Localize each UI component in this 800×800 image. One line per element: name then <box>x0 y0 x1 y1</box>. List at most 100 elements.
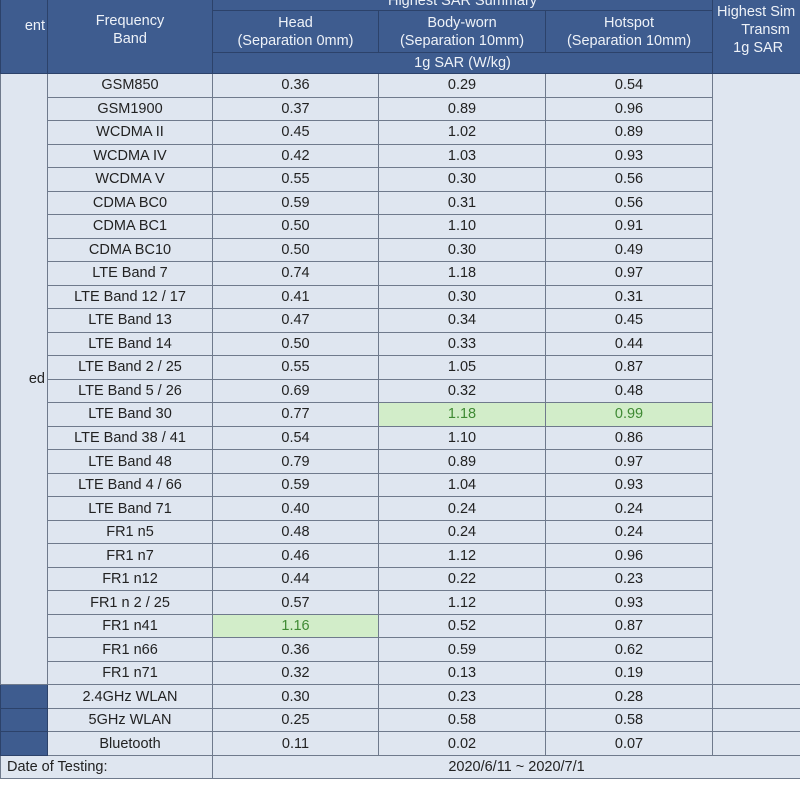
band-cell: LTE Band 14 <box>47 331 213 357</box>
band-header: Frequency Band <box>47 0 213 74</box>
equipment-header: ent <box>0 0 48 74</box>
band-cell: LTE Band 71 <box>47 496 213 521</box>
table-row: LTE Band 4 / 66 0.59 1.04 0.93 <box>1 472 800 498</box>
head-sar-cell: 0.79 <box>212 449 379 474</box>
table-row: LTE Band 14 0.50 0.33 0.44 <box>1 331 800 357</box>
head-sar-cell: 0.55 <box>212 355 379 380</box>
hotspot-sar-cell: 0.93 <box>544 143 714 169</box>
body-sar-cell: 0.52 <box>378 613 546 639</box>
hotspot-sar-cell: 0.97 <box>544 261 714 286</box>
table-row: LTE Band 48 0.79 0.89 0.97 <box>1 449 800 474</box>
band-cell: WCDMA IV <box>47 143 213 169</box>
body-sar-cell: 0.59 <box>378 637 546 662</box>
head-sar-cell: 0.25 <box>212 707 379 733</box>
body-sar-cell: 0.30 <box>378 284 546 310</box>
band-cell: FR1 n66 <box>47 637 213 662</box>
head-sar-cell: 0.36 <box>212 73 379 98</box>
licensed-group-label: ed <box>0 72 48 686</box>
hotspot-sar-cell: 0.58 <box>544 707 714 733</box>
head-sar-cell: 0.55 <box>212 167 379 192</box>
hotspot-sar-cell: 0.99 <box>544 402 714 427</box>
table-row: WCDMA V 0.55 0.30 0.56 <box>1 167 800 192</box>
hotspot-sar-cell: 0.87 <box>544 355 714 380</box>
table-row: FR1 n41 1.16 0.52 0.87 <box>1 613 800 639</box>
body-sar-cell: 1.04 <box>378 472 546 498</box>
band-cell: CDMA BC1 <box>47 214 213 239</box>
band-cell: LTE Band 7 <box>47 261 213 286</box>
body-sar-cell: 0.13 <box>378 660 546 686</box>
head-sar-cell: 0.54 <box>212 425 379 451</box>
simultaneous-sar-cell: 1.5 <box>712 72 800 686</box>
band-cell: WCDMA II <box>47 120 213 145</box>
head-sar-cell: 0.44 <box>212 566 379 592</box>
table-row: FR1 n12 0.44 0.22 0.23 <box>1 566 800 592</box>
hotspot-sar-cell: 0.91 <box>544 214 714 239</box>
equipment-cell <box>0 707 48 733</box>
hotspot-sar-cell: 0.62 <box>544 637 714 662</box>
head-sar-cell: 0.32 <box>212 660 379 686</box>
table-row: WCDMA IV 0.42 1.03 0.93 <box>1 143 800 169</box>
table-row: GSM1900 0.37 0.89 0.96 <box>1 96 800 122</box>
body-sar-cell: 0.24 <box>378 496 546 521</box>
table-row: LTE Band 38 / 41 0.54 1.10 0.86 <box>1 425 800 451</box>
band-cell: LTE Band 5 / 26 <box>47 378 213 404</box>
band-cell: LTE Band 4 / 66 <box>47 472 213 498</box>
table-row: CDMA BC0 0.59 0.31 0.56 <box>1 190 800 216</box>
band-cell: 2.4GHz WLAN <box>47 684 213 709</box>
body-sar-cell: 0.34 <box>378 308 546 333</box>
body-sar-cell: 1.18 <box>378 402 546 427</box>
body-sar-cell: 0.31 <box>378 190 546 216</box>
hotspot-sar-cell: 0.56 <box>544 167 714 192</box>
head-sar-cell: 1.16 <box>212 613 379 639</box>
hotspot-sar-cell: 0.96 <box>544 96 714 122</box>
hotspot-sar-cell: 0.44 <box>544 331 714 357</box>
body-sar-cell: 0.22 <box>378 566 546 592</box>
band-cell: LTE Band 12 / 17 <box>47 284 213 310</box>
hotspot-sar-cell: 0.28 <box>544 684 714 709</box>
head-sar-cell: 0.50 <box>212 214 379 239</box>
head-sar-cell: 0.37 <box>212 96 379 122</box>
band-cell: CDMA BC10 <box>47 237 213 263</box>
band-cell: LTE Band 2 / 25 <box>47 355 213 380</box>
band-cell: FR1 n71 <box>47 660 213 686</box>
body-sar-cell: 0.58 <box>378 707 546 733</box>
body-sar-cell: 1.12 <box>378 543 546 568</box>
date-of-testing-value: 2020/6/11 ~ 2020/7/1 <box>211 754 800 779</box>
band-cell: GSM1900 <box>47 96 213 122</box>
band-cell: FR1 n5 <box>47 519 213 545</box>
head-header: Head (Separation 0mm) <box>212 10 379 53</box>
table-row: LTE Band 30 0.77 1.18 0.99 <box>1 402 800 427</box>
table-row: LTE Band 2 / 25 0.55 1.05 0.87 <box>1 355 800 380</box>
hotspot-sar-cell: 0.45 <box>544 308 714 333</box>
body-sar-cell: 0.29 <box>378 73 546 98</box>
body-sar-cell: 1.02 <box>378 120 546 145</box>
unit-header: 1g SAR (W/kg) <box>211 52 714 74</box>
band-cell: FR1 n12 <box>47 566 213 592</box>
body-sar-cell: 0.89 <box>378 96 546 122</box>
table-row: WCDMA II 0.45 1.02 0.89 <box>1 120 800 145</box>
table-row: LTE Band 12 / 17 0.41 0.30 0.31 <box>1 284 800 310</box>
head-sar-cell: 0.59 <box>212 190 379 216</box>
body-sar-cell: 1.03 <box>378 143 546 169</box>
date-of-testing-label: Date of Testing: <box>0 754 213 779</box>
body-sar-cell: 1.18 <box>378 261 546 286</box>
band-cell: WCDMA V <box>47 167 213 192</box>
band-cell: LTE Band 30 <box>47 402 213 427</box>
table-row: LTE Band 7 0.74 1.18 0.97 <box>1 261 800 286</box>
body-sar-cell: 1.10 <box>378 425 546 451</box>
band-cell: LTE Band 38 / 41 <box>47 425 213 451</box>
sar-summary-group-header: Highest SAR Summary <box>211 0 714 11</box>
body-sar-cell: 1.05 <box>378 355 546 380</box>
hotspot-sar-cell: 0.07 <box>544 731 714 756</box>
table-row: FR1 n7 0.46 1.12 0.96 <box>1 543 800 568</box>
hotspot-sar-cell: 0.87 <box>544 613 714 639</box>
body-sar-cell: 0.32 <box>378 378 546 404</box>
head-sar-cell: 0.69 <box>212 378 379 404</box>
hotspot-sar-cell: 0.93 <box>544 472 714 498</box>
table-row: LTE Band 13 0.47 0.34 0.45 <box>1 308 800 333</box>
head-sar-cell: 0.77 <box>212 402 379 427</box>
hotspot-sar-cell: 0.97 <box>544 449 714 474</box>
head-sar-cell: 0.46 <box>212 543 379 568</box>
head-sar-cell: 0.42 <box>212 143 379 169</box>
